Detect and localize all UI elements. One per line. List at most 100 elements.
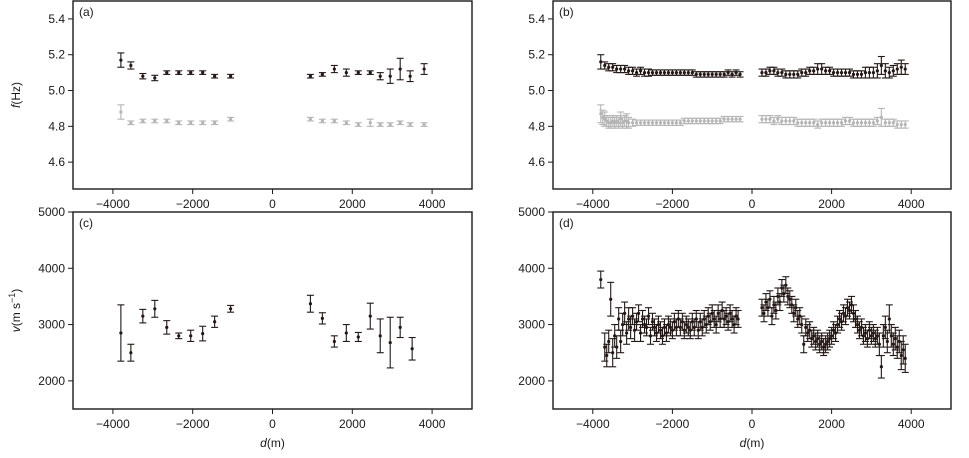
data-point: [810, 66, 818, 75]
data-marker: [899, 353, 903, 358]
data-marker: [764, 300, 768, 304]
data-point: [901, 63, 909, 75]
series-1: [117, 52, 428, 84]
data-point: [615, 307, 623, 331]
data-point: [175, 70, 183, 75]
data-point: [846, 116, 854, 126]
data-marker: [201, 71, 205, 75]
y-tick-label: 5000: [38, 205, 65, 219]
data-marker: [119, 110, 123, 114]
data-marker: [861, 334, 866, 338]
data-marker: [627, 317, 631, 321]
data-marker: [776, 117, 780, 121]
data-marker: [698, 119, 702, 123]
data-marker: [706, 119, 710, 123]
data-marker: [422, 67, 426, 71]
data-point: [865, 321, 873, 340]
x-axis-label-unit: (m): [267, 436, 285, 450]
data-marker: [650, 71, 655, 75]
data-marker: [792, 311, 796, 315]
data-marker: [768, 117, 772, 121]
data-marker: [714, 72, 718, 77]
data-marker: [617, 317, 621, 321]
data-marker: [678, 71, 682, 75]
data-marker: [857, 328, 862, 332]
data-point: [897, 59, 905, 75]
data-marker: [638, 121, 643, 125]
data-marker: [871, 71, 875, 75]
data-point: [117, 104, 125, 120]
data-marker: [760, 71, 764, 75]
data-marker: [599, 112, 603, 116]
series-2: [597, 104, 909, 129]
data-point: [306, 294, 314, 313]
data-marker: [847, 71, 852, 75]
plot-frame: [72, 0, 473, 190]
data-marker: [611, 65, 615, 69]
data-marker: [802, 342, 806, 346]
data-marker: [332, 339, 336, 344]
y-tick-label: 4.8: [48, 119, 65, 133]
y-axis-label-var: f: [9, 103, 23, 108]
data-marker: [698, 72, 702, 77]
data-marker: [320, 119, 324, 123]
data-marker: [889, 334, 893, 338]
data-point: [354, 331, 362, 343]
data-point: [846, 68, 854, 77]
data-marker: [830, 334, 834, 338]
data-marker: [605, 353, 609, 358]
data-marker: [738, 72, 742, 77]
data-marker: [603, 63, 607, 68]
data-point: [187, 70, 195, 75]
data-point: [211, 120, 219, 126]
data-point: [406, 70, 414, 83]
data-marker: [778, 300, 782, 304]
data-marker: [903, 122, 907, 127]
data-marker: [901, 348, 905, 352]
data-point: [127, 120, 135, 126]
data-marker: [672, 320, 676, 324]
data-marker: [764, 117, 768, 121]
data-marker: [760, 117, 764, 121]
data-marker: [895, 122, 899, 127]
data-marker: [796, 72, 800, 77]
data-marker: [368, 71, 372, 75]
data-marker: [213, 320, 217, 324]
data-marker: [873, 337, 877, 341]
y-axis-label-close: ): [9, 289, 23, 293]
data-point: [774, 115, 782, 124]
data-marker: [165, 71, 169, 75]
y-tick-label: 2000: [38, 374, 65, 388]
data-marker: [887, 71, 891, 75]
data-point: [700, 309, 708, 328]
data-point: [633, 68, 641, 77]
data-point: [637, 66, 645, 75]
y-tick-label: 4.8: [528, 119, 545, 133]
data-marker: [883, 121, 887, 125]
data-marker: [877, 342, 881, 346]
data-point: [420, 122, 428, 127]
y-tick-label: 4000: [38, 261, 65, 275]
data-marker: [828, 337, 832, 341]
data-point: [117, 304, 125, 362]
data-point: [724, 69, 732, 76]
panel-label: (c): [79, 216, 93, 230]
x-axis-label-var: d: [740, 436, 747, 450]
data-marker: [730, 317, 734, 321]
data-point: [601, 61, 609, 70]
data-marker: [796, 317, 800, 321]
data-marker: [903, 67, 907, 71]
y-tick-label: 3000: [38, 318, 65, 332]
data-marker: [619, 339, 623, 344]
data-marker: [656, 322, 661, 327]
data-point: [605, 329, 613, 354]
data-point: [861, 324, 869, 343]
data-marker: [368, 121, 372, 125]
data-marker: [615, 67, 619, 71]
data-marker: [410, 347, 414, 351]
data-marker: [666, 121, 671, 125]
data-marker: [623, 67, 627, 71]
y-tick-label: 5.0: [48, 84, 65, 98]
x-tick-label: 0: [749, 417, 756, 431]
data-marker: [887, 121, 891, 125]
